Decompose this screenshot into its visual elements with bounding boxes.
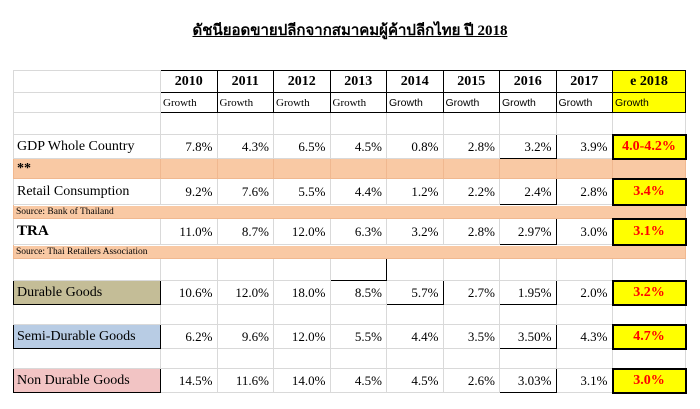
estimate-cell: 4.0-4.2%	[611, 133, 687, 160]
footnote-marker: **	[13, 158, 161, 179]
tra-row: TRA 11.0% 8.7% 12.0% 6.3% 3.2% 2.8% 2.97…	[13, 217, 687, 246]
value-cell: 11.0%	[160, 218, 218, 245]
year-header-estimate: e 2018	[612, 70, 686, 93]
value-cell: 4.4%	[329, 178, 387, 205]
source-row: Source: Thai Retailers Association	[13, 244, 686, 259]
spacer-row	[13, 348, 686, 369]
value-cell: 2.6%	[442, 368, 500, 393]
row-label: Durable Goods	[13, 280, 161, 305]
value-cell: 5.5%	[273, 178, 331, 205]
row-label: Non Durable Goods	[13, 368, 161, 393]
value-cell: 5.5%	[329, 324, 387, 349]
value-cell: 3.0%	[555, 218, 613, 245]
value-cell: 9.2%	[160, 178, 218, 205]
value-cell: 11.6%	[216, 368, 274, 393]
estimate-cell: 3.1%	[611, 217, 687, 246]
footnote-row: **	[13, 158, 686, 179]
value-cell: 2.8%	[555, 178, 613, 205]
value-cell: 18.0%	[273, 280, 331, 305]
year-header: 2016	[499, 70, 557, 93]
value-cell: 6.2%	[160, 324, 218, 349]
value-cell: 4.5%	[386, 368, 444, 393]
value-cell: 3.9%	[555, 134, 613, 159]
value-cell: 5.7%	[386, 280, 444, 305]
value-cell: 2.7%	[442, 280, 500, 305]
value-cell: 12.0%	[273, 218, 331, 245]
row-label: Semi-Durable Goods	[13, 324, 161, 349]
value-cell: 10.6%	[160, 280, 218, 305]
growth-label: Growth	[555, 92, 613, 113]
estimate-cell: 3.4%	[611, 177, 687, 206]
value-cell: 2.8%	[442, 134, 500, 159]
value-cell: 7.6%	[216, 178, 274, 205]
value-cell: 3.1%	[555, 368, 613, 393]
value-cell: 3.2%	[499, 134, 557, 159]
row-label: Retail Consumption	[13, 178, 161, 205]
value-cell: 9.6%	[216, 324, 274, 349]
value-cell: 2.4%	[499, 178, 557, 205]
semi-durable-row: Semi-Durable Goods 6.2% 9.6% 12.0% 5.5% …	[13, 323, 687, 350]
value-cell: 4.3%	[216, 134, 274, 159]
growth-label: Growth	[386, 92, 444, 113]
value-cell: 3.50%	[499, 324, 557, 349]
value-cell: 2.2%	[442, 178, 500, 205]
source-note: Source: Bank of Thailand	[13, 204, 686, 219]
growth-label: Growth	[499, 92, 557, 113]
value-cell: 14.0%	[273, 368, 331, 393]
gdp-row: GDP Whole Country 7.8% 4.3% 6.5% 4.5% 0.…	[13, 133, 687, 160]
value-cell: 7.8%	[160, 134, 218, 159]
value-cell: 4.4%	[386, 324, 444, 349]
row-label: GDP Whole Country	[13, 134, 161, 159]
growth-label: Growth	[160, 92, 218, 113]
value-cell: 0.8%	[386, 134, 444, 159]
value-cell: 4.3%	[555, 324, 613, 349]
value-cell: 3.2%	[386, 218, 444, 245]
year-header: 2010	[160, 70, 218, 93]
spacer-row	[13, 112, 686, 135]
value-cell: 14.5%	[160, 368, 218, 393]
retail-index-table: 2010 2011 2012 2013 2014 2015 2016 2017 …	[13, 70, 687, 394]
year-header: 2013	[329, 70, 387, 93]
value-cell: 1.95%	[499, 280, 557, 305]
retail-row: Retail Consumption 9.2% 7.6% 5.5% 4.4% 1…	[13, 177, 687, 206]
estimate-cell: 3.2%	[611, 279, 687, 306]
value-cell: 4.5%	[329, 368, 387, 393]
value-cell: 1.2%	[386, 178, 444, 205]
non-durable-row: Non Durable Goods 14.5% 11.6% 14.0% 4.5%…	[13, 367, 687, 394]
value-cell: 12.0%	[216, 280, 274, 305]
growth-label-estimate: Growth	[612, 92, 686, 113]
year-header: 2012	[273, 70, 331, 93]
year-header: 2017	[555, 70, 613, 93]
spacer-row	[13, 304, 686, 325]
value-cell: 2.8%	[442, 218, 500, 245]
estimate-cell: 3.0%	[611, 367, 687, 394]
value-cell: 4.5%	[329, 134, 387, 159]
year-header-row: 2010 2011 2012 2013 2014 2015 2016 2017 …	[13, 70, 686, 93]
growth-label: Growth	[329, 92, 387, 113]
durable-row: Durable Goods 10.6% 12.0% 18.0% 8.5% 5.7…	[13, 279, 687, 306]
value-cell: 6.5%	[273, 134, 331, 159]
value-cell: 8.7%	[216, 218, 274, 245]
growth-header-row: Growth Growth Growth Growth Growth Growt…	[13, 92, 686, 113]
value-cell: 2.97%	[499, 218, 557, 245]
year-header: 2015	[442, 70, 500, 93]
value-cell: 2.0%	[555, 280, 613, 305]
value-cell: 6.3%	[329, 218, 387, 245]
source-note: Source: Thai Retailers Association	[13, 244, 686, 259]
year-header: 2014	[386, 70, 444, 93]
year-header: 2011	[216, 70, 274, 93]
growth-label: Growth	[216, 92, 274, 113]
growth-label: Growth	[273, 92, 331, 113]
spacer-row	[13, 258, 686, 281]
value-cell: 3.03%	[499, 368, 557, 393]
page-title: ดัชนียอดขายปลีกจากสมาคมผู้ค้าปลีกไทย ปี …	[192, 23, 508, 39]
row-label: TRA	[13, 218, 161, 245]
estimate-cell: 4.7%	[611, 323, 687, 350]
value-cell: 12.0%	[273, 324, 331, 349]
value-cell: 8.5%	[329, 280, 387, 305]
growth-label: Growth	[442, 92, 500, 113]
source-row: Source: Bank of Thailand	[13, 204, 686, 219]
value-cell: 3.5%	[442, 324, 500, 349]
